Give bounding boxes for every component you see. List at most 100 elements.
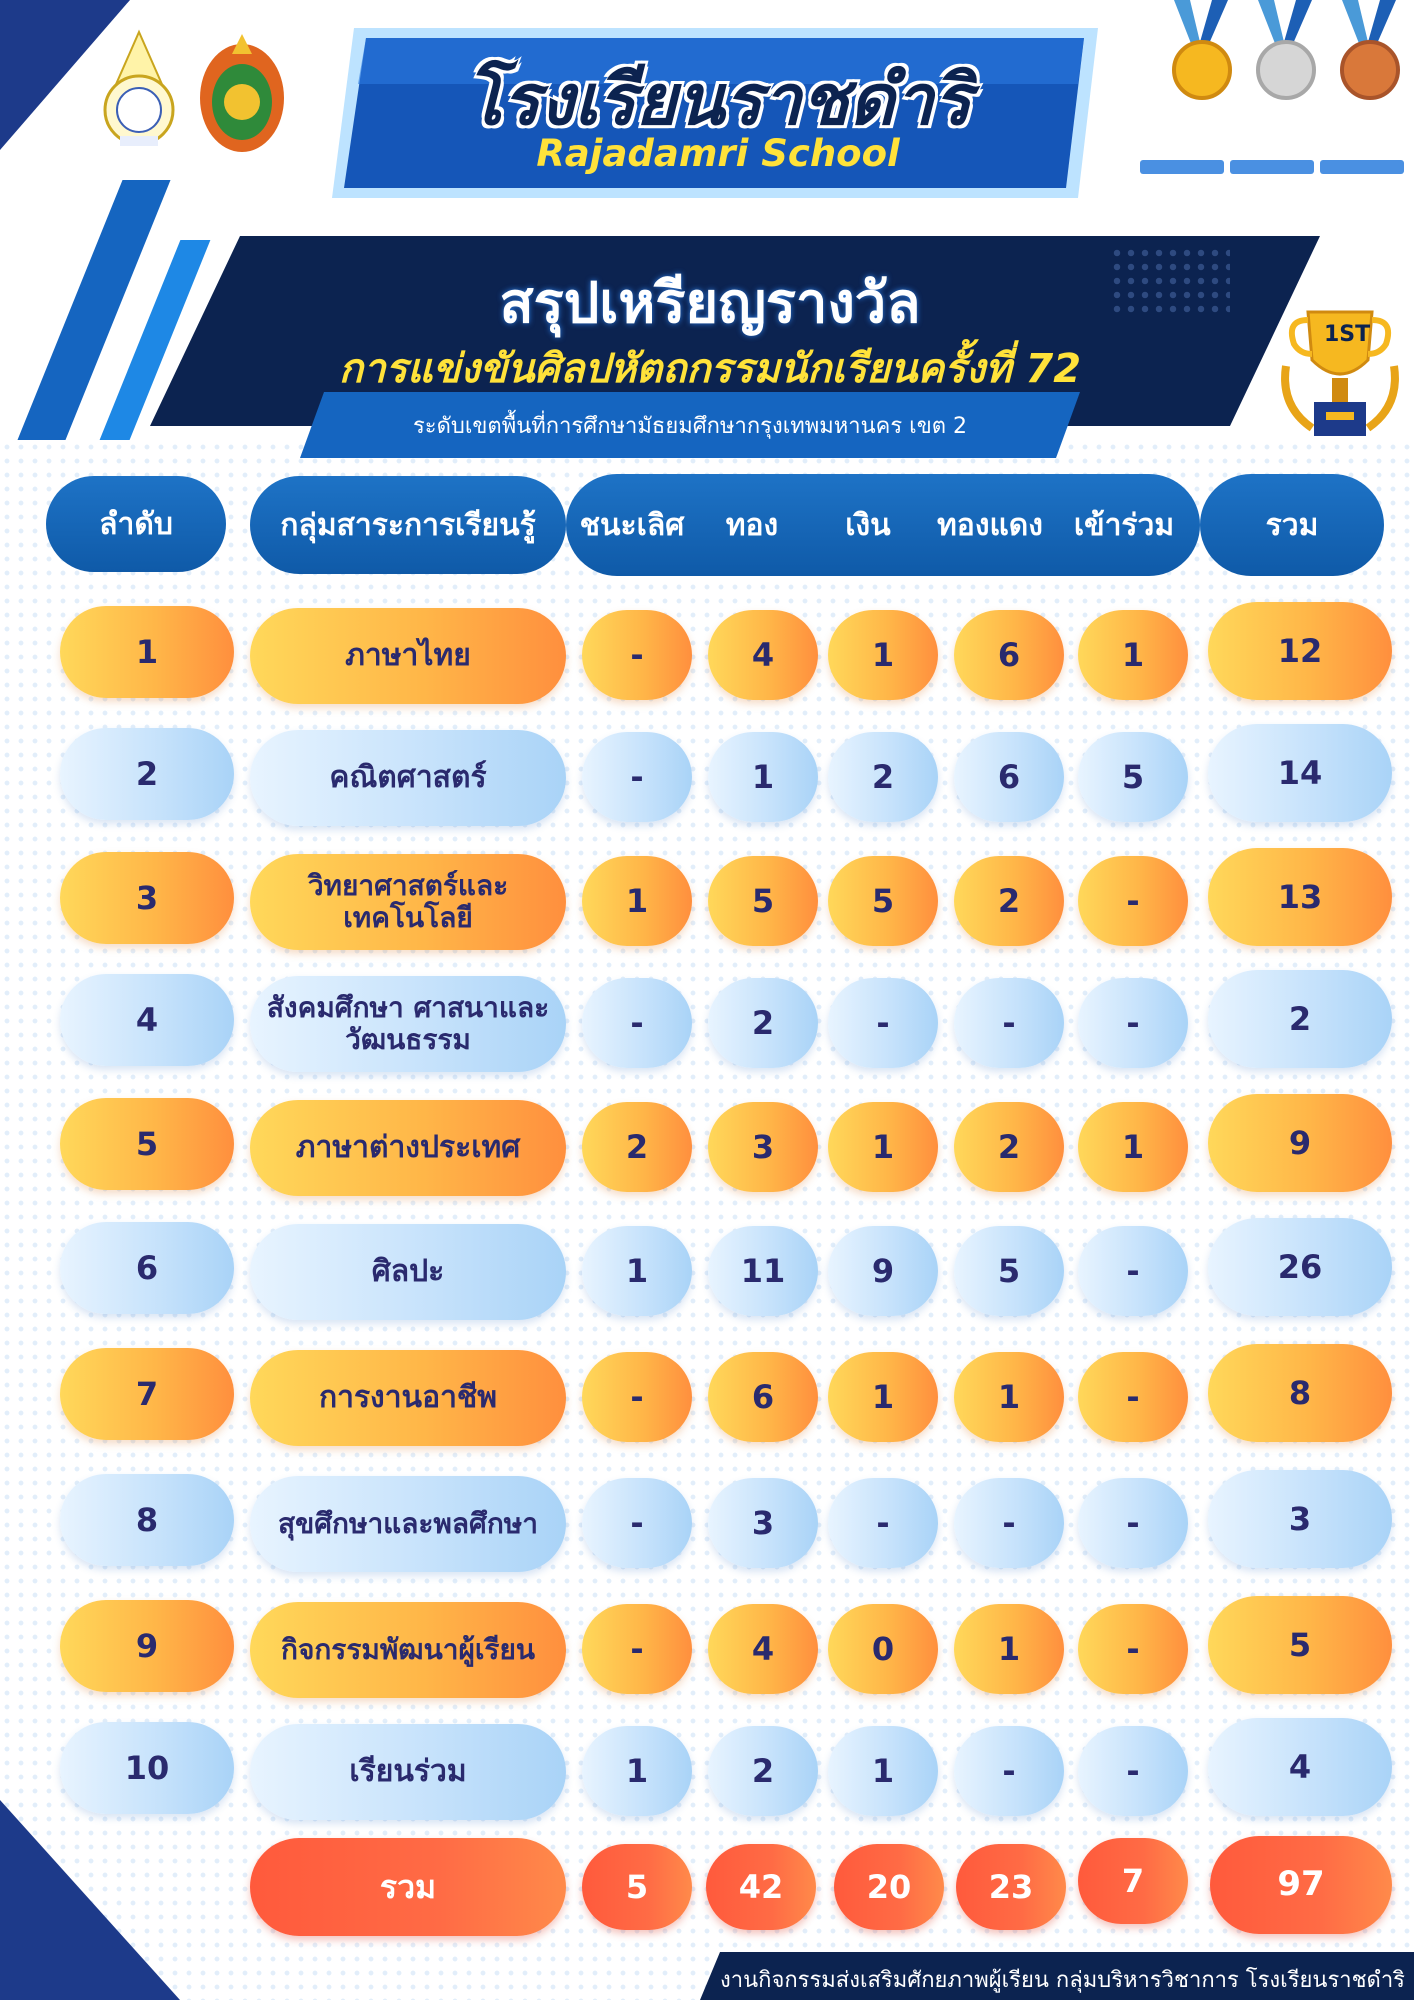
column-header-participate: เข้าร่วม bbox=[1073, 507, 1175, 543]
row-winner: - bbox=[582, 1478, 692, 1568]
row-subject: ภาษาต่างประเทศ bbox=[250, 1100, 566, 1196]
summary-winner: 5 bbox=[582, 1844, 692, 1930]
row-rank: 4 bbox=[60, 974, 234, 1066]
row-silver: 1 bbox=[828, 1726, 938, 1816]
decor-bar bbox=[1140, 160, 1224, 174]
row-subject: ศิลปะ bbox=[250, 1224, 566, 1320]
row-total: 8 bbox=[1208, 1344, 1392, 1442]
row-participate: - bbox=[1078, 1352, 1188, 1442]
column-header-winner: ชนะเลิศ bbox=[579, 507, 685, 543]
page-subtitle: การแข่งขันศิลปหัตถกรรมนักเรียนครั้งที่ 7… bbox=[338, 346, 1082, 392]
row-gold: 1 bbox=[708, 732, 818, 822]
row-total: 12 bbox=[1208, 602, 1392, 700]
row-bronze: 6 bbox=[954, 732, 1064, 822]
summary-gold: 42 bbox=[706, 1844, 816, 1930]
row-total: 26 bbox=[1208, 1218, 1392, 1316]
row-winner: 2 bbox=[582, 1102, 692, 1192]
row-silver: - bbox=[828, 1478, 938, 1568]
row-silver: 1 bbox=[828, 1352, 938, 1442]
row-total: 9 bbox=[1208, 1094, 1392, 1192]
row-gold: 2 bbox=[708, 1726, 818, 1816]
corner-decoration-bottom-left bbox=[0, 1800, 180, 2000]
footer-text: งานกิจกรรมส่งเสริมศักยภาพผู้เรียน กลุ่มบ… bbox=[720, 1968, 1405, 1993]
row-rank: 1 bbox=[60, 606, 234, 698]
row-winner: 1 bbox=[582, 856, 692, 946]
row-participate: 1 bbox=[1078, 1102, 1188, 1192]
row-participate: - bbox=[1078, 978, 1188, 1068]
row-gold: 3 bbox=[708, 1478, 818, 1568]
column-header-gold: ทอง bbox=[725, 507, 779, 543]
column-header-silver: เงิน bbox=[845, 507, 891, 543]
column-header-bronze: ทองแดง bbox=[937, 507, 1043, 543]
row-total: 14 bbox=[1208, 724, 1392, 822]
row-silver: 1 bbox=[828, 610, 938, 700]
row-total: 3 bbox=[1208, 1470, 1392, 1568]
row-gold: 4 bbox=[708, 610, 818, 700]
row-bronze: 5 bbox=[954, 1226, 1064, 1316]
row-subject: การงานอาชีพ bbox=[250, 1350, 566, 1446]
row-total: 4 bbox=[1208, 1718, 1392, 1816]
row-bronze: 1 bbox=[954, 1352, 1064, 1442]
row-subject: เรียนร่วม bbox=[250, 1724, 566, 1820]
row-subject: ภาษาไทย bbox=[250, 608, 566, 704]
row-subject: กิจกรรมพัฒนาผู้เรียน bbox=[250, 1602, 566, 1698]
row-bronze: 2 bbox=[954, 1102, 1064, 1192]
row-winner: - bbox=[582, 978, 692, 1068]
row-subject: วิทยาศาสตร์และเทคโนโลยี bbox=[250, 854, 566, 950]
row-silver: 5 bbox=[828, 856, 938, 946]
row-participate: 1 bbox=[1078, 610, 1188, 700]
summary-silver: 20 bbox=[834, 1844, 944, 1930]
medals-decoration bbox=[1160, 0, 1410, 110]
row-rank: 10 bbox=[60, 1722, 234, 1814]
row-bronze: 1 bbox=[954, 1604, 1064, 1694]
row-gold: 2 bbox=[708, 978, 818, 1068]
row-gold: 11 bbox=[708, 1226, 818, 1316]
column-header-medals: ชนะเลิศ ทอง เงิน ทองแดง เข้าร่วม bbox=[566, 474, 1200, 576]
row-rank: 7 bbox=[60, 1348, 234, 1440]
decor-bar bbox=[1320, 160, 1404, 174]
school-name-english: Rajadamri School bbox=[536, 132, 900, 175]
page-title: สรุปเหรียญรางวัล bbox=[499, 271, 921, 336]
row-participate: - bbox=[1078, 1604, 1188, 1694]
row-silver: 0 bbox=[828, 1604, 938, 1694]
title-banner: สรุปเหรียญรางวัล การแข่งขันศิลปหัตถกรรมน… bbox=[150, 236, 1320, 426]
row-rank: 8 bbox=[60, 1474, 234, 1566]
footer-bar: งานกิจกรรมส่งเสริมศักยภาพผู้เรียน กลุ่มบ… bbox=[700, 1952, 1414, 2000]
summary-total: 97 bbox=[1210, 1836, 1392, 1934]
ministry-logo bbox=[196, 26, 288, 156]
school-name-thai: โรงเรียนราชดำริ bbox=[464, 59, 972, 141]
row-participate: - bbox=[1078, 856, 1188, 946]
row-rank: 9 bbox=[60, 1600, 234, 1692]
column-header-total: รวม bbox=[1200, 474, 1384, 576]
row-rank: 3 bbox=[60, 852, 234, 944]
row-rank: 5 bbox=[60, 1098, 234, 1190]
row-winner: - bbox=[582, 732, 692, 822]
column-header-rank: ลำดับ bbox=[46, 476, 226, 572]
trophy-icon: 1ST bbox=[1272, 306, 1408, 442]
row-winner: - bbox=[582, 610, 692, 700]
row-silver: - bbox=[828, 978, 938, 1068]
row-participate: - bbox=[1078, 1478, 1188, 1568]
row-gold: 3 bbox=[708, 1102, 818, 1192]
background-dot-pattern bbox=[0, 440, 1414, 2000]
row-bronze: 2 bbox=[954, 856, 1064, 946]
row-subject: คณิตศาสตร์ bbox=[250, 730, 566, 826]
row-silver: 2 bbox=[828, 732, 938, 822]
summary-participate: 7 bbox=[1078, 1838, 1188, 1924]
row-gold: 5 bbox=[708, 856, 818, 946]
row-bronze: - bbox=[954, 978, 1064, 1068]
row-winner: - bbox=[582, 1604, 692, 1694]
row-gold: 4 bbox=[708, 1604, 818, 1694]
row-bronze: 6 bbox=[954, 610, 1064, 700]
row-rank: 6 bbox=[60, 1222, 234, 1314]
row-winner: - bbox=[582, 1352, 692, 1442]
row-total: 5 bbox=[1208, 1596, 1392, 1694]
row-silver: 1 bbox=[828, 1102, 938, 1192]
school-banner: โรงเรียนราชดำริ Rajadamri School bbox=[318, 24, 1118, 202]
summary-bronze: 23 bbox=[956, 1844, 1066, 1930]
level-text: ระดับเขตพื้นที่การศึกษามัธยมศึกษากรุงเทพ… bbox=[412, 414, 968, 439]
row-winner: 1 bbox=[582, 1226, 692, 1316]
row-total: 13 bbox=[1208, 848, 1392, 946]
row-bronze: - bbox=[954, 1478, 1064, 1568]
diagonal-stripe bbox=[17, 180, 171, 440]
